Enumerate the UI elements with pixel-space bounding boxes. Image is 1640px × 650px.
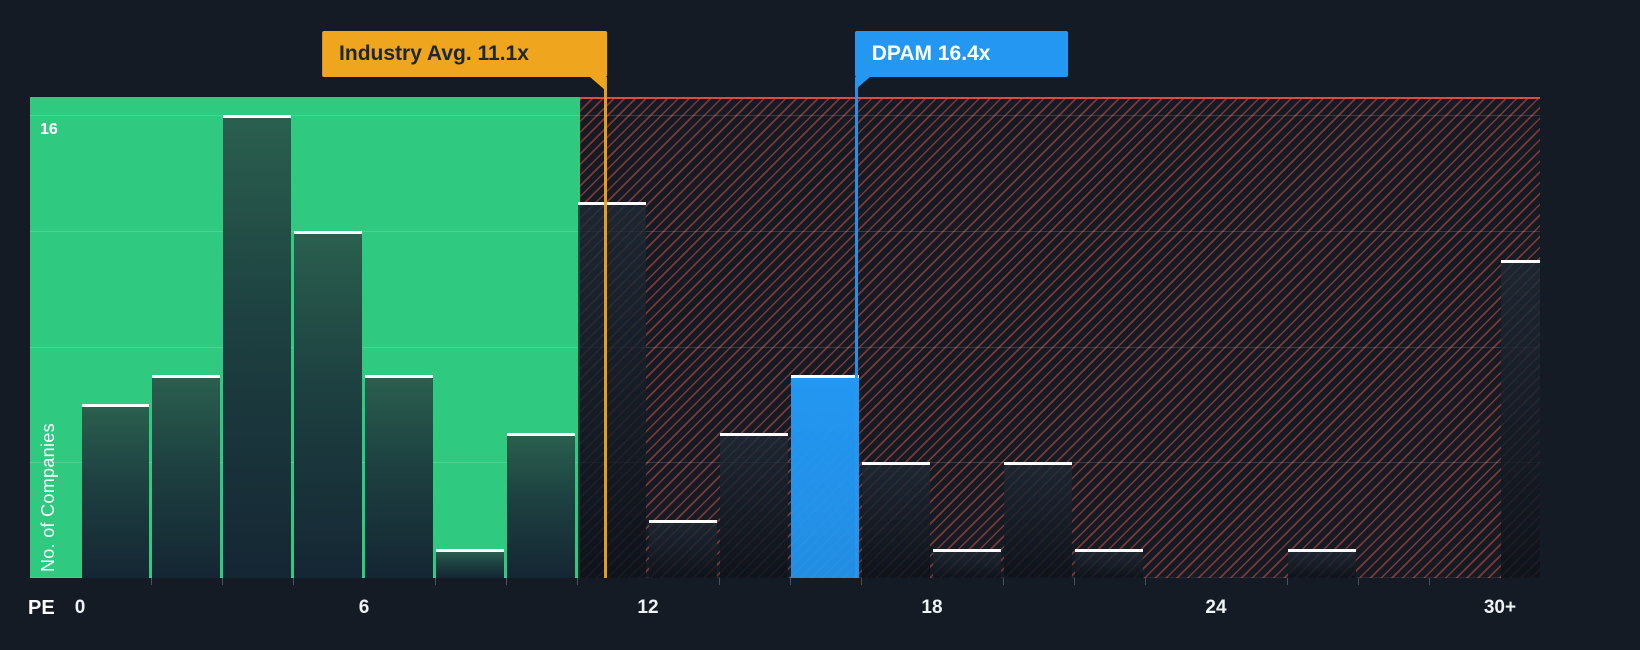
x-tick	[1357, 578, 1359, 585]
bar-pe-30[interactable]	[1501, 259, 1540, 578]
x-tick-label: 6	[358, 597, 370, 618]
bar-pe-16_5[interactable]	[862, 462, 931, 578]
x-tick	[718, 578, 720, 585]
x-tick	[1286, 578, 1288, 585]
bar-pe-0[interactable]	[81, 404, 150, 578]
x-tick-label: 24	[1205, 597, 1227, 618]
bar-pe-19_5[interactable]	[1004, 462, 1073, 578]
bar-pe-21[interactable]	[1075, 549, 1144, 578]
x-tick-label: 0	[74, 597, 86, 618]
x-tick	[576, 578, 578, 585]
bar-pe-13_5[interactable]	[720, 433, 789, 578]
bar-pe-1_5[interactable]	[152, 375, 221, 578]
x-tick-label: 12	[637, 597, 659, 618]
x-tick	[860, 578, 862, 585]
x-tick	[1428, 578, 1430, 585]
x-tick	[292, 578, 294, 585]
y-gridline	[30, 115, 1540, 116]
x-axis-title: PE	[28, 597, 55, 619]
bar-pe-3[interactable]	[223, 115, 292, 578]
industry-avg-marker-pointer	[590, 77, 606, 90]
bar-pe-7_5[interactable]	[436, 549, 505, 578]
bar-pe-18[interactable]	[933, 549, 1002, 578]
industry-avg-marker-line	[603, 77, 607, 578]
x-tick	[1073, 578, 1075, 585]
x-tick	[221, 578, 223, 585]
x-tick	[1144, 578, 1146, 585]
bar-pe-12[interactable]	[649, 520, 718, 578]
bar-pe-25_5[interactable]	[1288, 549, 1357, 578]
x-tick	[789, 578, 791, 585]
y-gridline	[30, 230, 1540, 232]
bar-pe-10_5[interactable]	[578, 201, 647, 578]
bar-pe-9[interactable]	[507, 433, 576, 578]
x-tick-label: 18	[921, 597, 943, 618]
industry-avg-marker-label: Industry Avg. 11.1x	[322, 31, 607, 77]
bar-pe-15[interactable]	[791, 375, 860, 578]
bar-pe-4_5[interactable]	[294, 230, 363, 578]
dpam-marker-line	[854, 77, 858, 578]
dpam-marker-pointer	[855, 77, 871, 90]
x-tick	[1002, 578, 1004, 585]
dpam-marker-label: DPAM 16.4x	[854, 31, 1069, 77]
x-tick	[150, 578, 152, 585]
x-tick-label: 30+	[1483, 597, 1517, 618]
y-axis-title: No. of Companies	[38, 423, 58, 572]
y-axis-max-label: 16	[40, 121, 58, 138]
x-tick	[505, 578, 507, 585]
bar-pe-6[interactable]	[365, 375, 434, 578]
x-tick	[434, 578, 436, 585]
y-gridline	[30, 346, 1540, 348]
